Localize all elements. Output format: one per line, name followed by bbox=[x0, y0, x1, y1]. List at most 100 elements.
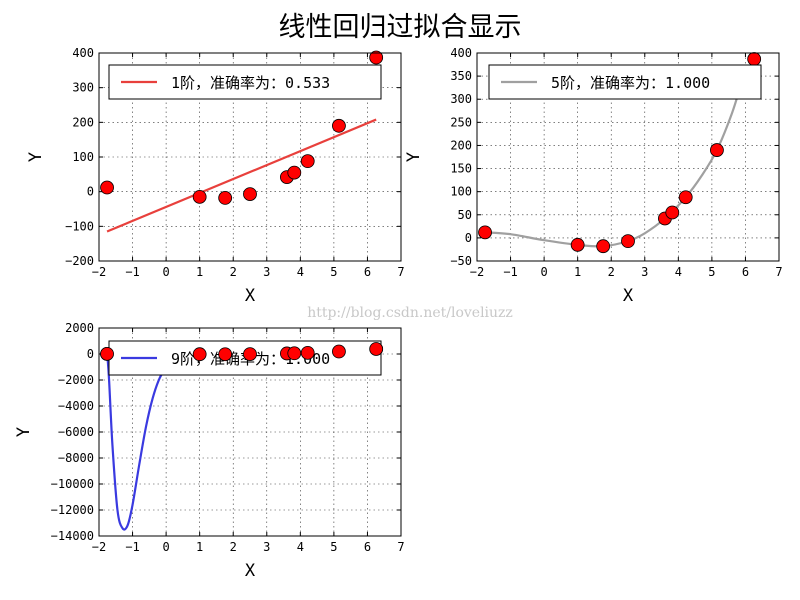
y-tick-label: 400 bbox=[72, 46, 94, 60]
x-tick-label: 1 bbox=[196, 265, 203, 279]
x-tick-label: 3 bbox=[263, 265, 270, 279]
y-tick-label: 50 bbox=[458, 208, 472, 222]
legend: 1阶，准确率为：0.533 bbox=[108, 64, 382, 100]
x-axis-label: X bbox=[623, 286, 634, 306]
subplots-group: −2 −1 0 1 2 3 4 5 6 7−200−1000100200300400XY1阶，准确… bbox=[14, 46, 783, 581]
x-axis-label: X bbox=[245, 561, 256, 581]
y-tick-label: −2000 bbox=[58, 373, 94, 387]
legend-entry-label: 1阶，准确率为：0.533 bbox=[171, 74, 330, 92]
y-axis-label: Y bbox=[14, 427, 34, 437]
x-tick-label: 0 bbox=[162, 540, 169, 554]
y-tick-label: 0 bbox=[87, 185, 94, 199]
y-axis-label: Y bbox=[26, 152, 46, 162]
data-point-overlay bbox=[218, 347, 233, 362]
x-tick-label: −2 bbox=[92, 265, 106, 279]
x-tick-label: 2 bbox=[230, 265, 237, 279]
series-curve bbox=[106, 118, 377, 233]
y-tick-label: −200 bbox=[65, 254, 94, 268]
data-point-overlay bbox=[100, 346, 114, 361]
y-tick-label: 400 bbox=[450, 46, 472, 60]
x-tick-label: 4 bbox=[297, 540, 304, 554]
legend: 5阶，准确率为：1.000 bbox=[488, 64, 762, 100]
data-point bbox=[369, 50, 384, 65]
data-point bbox=[332, 118, 346, 133]
y-tick-label: −14000 bbox=[51, 529, 94, 543]
data-point bbox=[100, 180, 114, 195]
watermark: http://blog.csdn.net/loveliuzz bbox=[307, 305, 513, 321]
y-tick-label: 2000 bbox=[65, 321, 94, 335]
figure-title: 线性回归过拟合显示 bbox=[279, 12, 522, 43]
x-tick-label: 7 bbox=[397, 540, 404, 554]
y-tick-label: −6000 bbox=[58, 425, 94, 439]
data-point-overlay bbox=[369, 342, 384, 356]
data-point-overlay bbox=[287, 346, 302, 361]
axes-frame bbox=[476, 52, 780, 262]
x-tick-label: −1 bbox=[503, 265, 517, 279]
y-tick-label: 200 bbox=[72, 115, 94, 129]
x-tick-label: 6 bbox=[742, 265, 749, 279]
y-tick-label: 350 bbox=[450, 69, 472, 83]
x-tick-label: −2 bbox=[470, 265, 484, 279]
subplot-bottom-left: −2 −1 0 1 2 3 4 5 6 7 −14000 −12000 −10000 −8000 −6000… bbox=[14, 321, 405, 581]
y-tick-label: 300 bbox=[72, 81, 94, 95]
data-point bbox=[710, 143, 724, 157]
x-tick-label: 4 bbox=[297, 265, 304, 279]
x-tick-label: 5 bbox=[708, 265, 715, 279]
y-tick-label: 0 bbox=[465, 231, 472, 245]
x-tick-label: −1 bbox=[125, 540, 139, 554]
x-tick-label: 1 bbox=[196, 540, 203, 554]
axes-frame bbox=[98, 52, 402, 262]
y-tick-label: −100 bbox=[65, 219, 94, 233]
series-curve bbox=[484, 80, 744, 248]
x-tick-label: 2 bbox=[230, 540, 237, 554]
x-axis-label: X bbox=[245, 286, 256, 306]
x-tick-label: 6 bbox=[364, 540, 371, 554]
y-tick-label: −10000 bbox=[51, 477, 94, 491]
x-tick-label: 6 bbox=[364, 265, 371, 279]
x-tick-label: 1 bbox=[574, 265, 581, 279]
legend: 9阶，准确率为：1.000 bbox=[100, 340, 384, 376]
data-point bbox=[192, 189, 207, 204]
x-tick-label: 4 bbox=[675, 265, 682, 279]
x-tick-label: 3 bbox=[641, 265, 648, 279]
x-tick-label: 2 bbox=[608, 265, 615, 279]
y-axis-label: Y bbox=[404, 152, 424, 162]
x-tick-label: 7 bbox=[397, 265, 404, 279]
data-point bbox=[287, 165, 302, 180]
y-tick-label: 250 bbox=[450, 115, 472, 129]
x-tick-label: 0 bbox=[162, 265, 169, 279]
series-curve bbox=[105, 351, 171, 531]
y-tick-label: 0 bbox=[87, 347, 94, 361]
y-tick-label: −12000 bbox=[51, 503, 94, 517]
data-point bbox=[478, 225, 492, 240]
data-point bbox=[243, 187, 257, 201]
y-tick-label: 100 bbox=[450, 185, 472, 199]
x-tick-label: −2 bbox=[92, 540, 106, 554]
y-tick-label: −50 bbox=[450, 254, 472, 268]
data-point bbox=[300, 154, 315, 169]
x-tick-label: 5 bbox=[330, 540, 337, 554]
y-tick-label: 100 bbox=[72, 150, 94, 164]
data-point-overlay bbox=[332, 344, 346, 359]
data-point bbox=[218, 191, 233, 205]
y-tick-label: −8000 bbox=[58, 451, 94, 465]
data-point bbox=[747, 52, 762, 66]
axes-frame bbox=[98, 327, 402, 537]
data-point bbox=[665, 205, 680, 220]
subplot-top-right: −2 −1 0 1 2 3 4 5 6 7 −50 0 50 100 150 200 250 300 350 400 X… bbox=[404, 46, 783, 306]
y-tick-label: 300 bbox=[450, 92, 472, 106]
x-tick-label: 5 bbox=[330, 265, 337, 279]
data-point-overlay bbox=[243, 347, 257, 361]
data-point-overlay bbox=[300, 345, 315, 360]
y-tick-label: 200 bbox=[450, 138, 472, 152]
x-tick-label: 0 bbox=[540, 265, 547, 279]
data-point bbox=[570, 237, 585, 252]
x-tick-label: 7 bbox=[775, 265, 782, 279]
data-point bbox=[678, 190, 693, 205]
y-tick-label: 150 bbox=[450, 162, 472, 176]
subplot-top-left: −2 −1 0 1 2 3 4 5 6 7 −200 −100 0 100 200 300 400 X Y 1阶，准确… bbox=[26, 46, 405, 306]
legend-entry-label: 5阶，准确率为：1.000 bbox=[551, 74, 710, 92]
data-point bbox=[596, 239, 611, 254]
x-tick-label: −1 bbox=[125, 265, 139, 279]
